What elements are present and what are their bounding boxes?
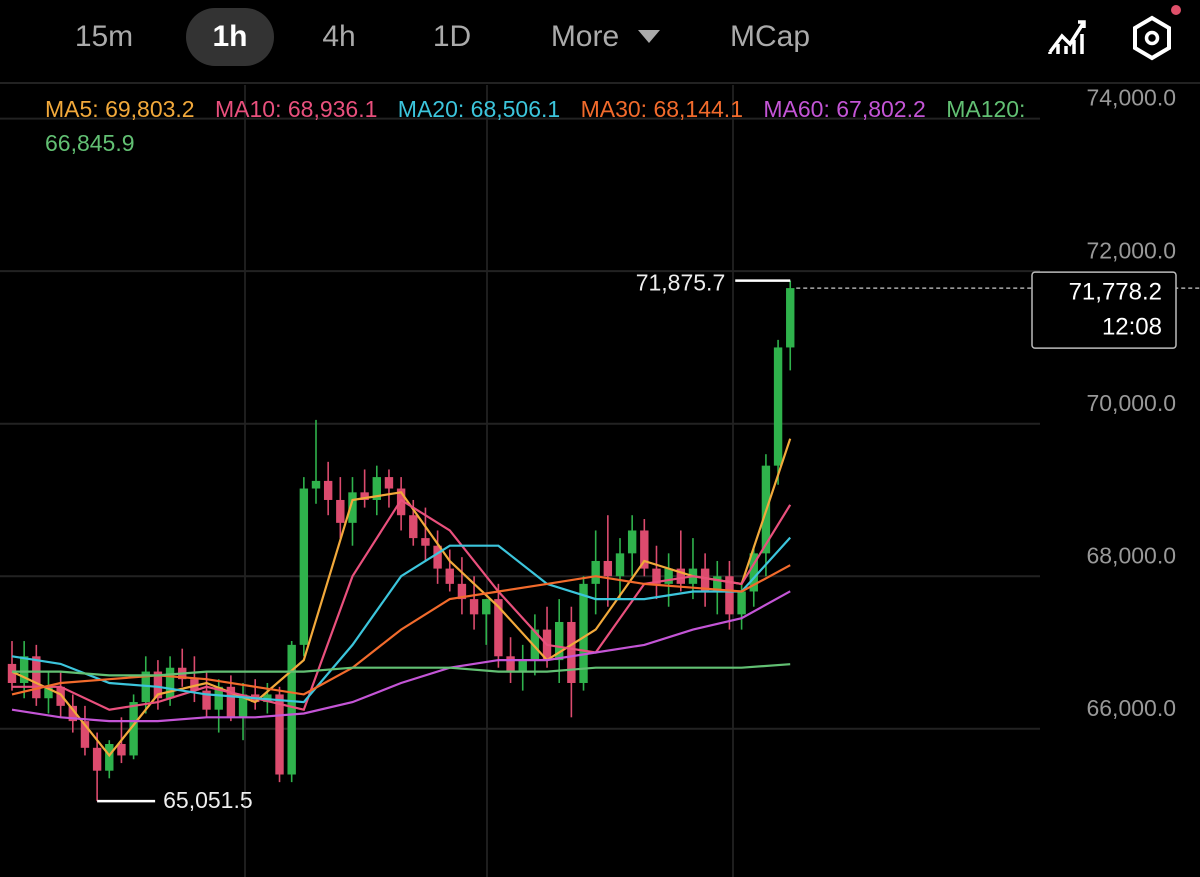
legend-entry: MA30: 68,144.1: [580, 96, 743, 122]
candle-body: [372, 477, 381, 500]
candle-body: [117, 744, 126, 756]
timeframe-tab[interactable]: 1h: [212, 20, 247, 53]
legend-entry: MA10: 68,936.1: [215, 96, 378, 122]
candle-body: [421, 538, 430, 546]
y-tick-label: 74,000.0: [1086, 85, 1176, 111]
candle-body: [360, 492, 369, 500]
ma-line: [11, 536, 792, 704]
settings-icon[interactable]: [1133, 15, 1171, 61]
more-caret[interactable]: [638, 30, 660, 43]
candle-body: [713, 576, 722, 592]
candle-body: [725, 576, 734, 615]
last-price-label: 71,778.2: [1069, 278, 1162, 305]
active-tab-pill: [186, 8, 274, 66]
timeframe-tab[interactable]: MCap: [730, 20, 810, 53]
legend-entry: MA120: 66,845.9: [45, 96, 1026, 156]
candle-body: [32, 656, 41, 699]
candle-body: [700, 568, 710, 592]
candle-body: [640, 530, 649, 569]
candle-body: [652, 568, 661, 584]
notification-dot: [1171, 5, 1181, 15]
candle-body: [287, 644, 296, 775]
candle-body: [311, 480, 321, 489]
legend-entry: MA20: 68,506.1: [397, 96, 561, 122]
candle-body: [384, 477, 394, 489]
candle-body: [627, 530, 637, 554]
candle-body: [409, 515, 418, 539]
legend-entry: MA5: 69,803.2: [45, 96, 195, 122]
settings-icon-center: [1144, 30, 1160, 46]
candle-body: [737, 591, 746, 615]
chart-style-icon[interactable]: [1048, 20, 1086, 54]
candle-body: [615, 553, 625, 577]
last-price-box: [1031, 271, 1177, 349]
candle-body: [238, 694, 248, 718]
candle-countdown: 12:08: [1102, 313, 1162, 340]
candle-body: [749, 553, 758, 592]
candle-body: [348, 492, 357, 523]
candle-body: [433, 545, 442, 569]
candle-body: [518, 660, 527, 672]
candle-body: [457, 583, 467, 600]
candle-body: [153, 671, 163, 699]
ma-legend: MA5: 69,803.2 MA10: 68,936.1 MA20: 68,50…: [45, 92, 1030, 160]
ma-line: [12, 498, 792, 711]
y-tick-label: 68,000.0: [1086, 542, 1176, 568]
timeframe-tab[interactable]: 4h: [322, 20, 355, 53]
ma-line: [11, 564, 791, 696]
candle-body: [494, 599, 503, 657]
candle-body: [336, 499, 345, 523]
candle-body: [44, 686, 53, 699]
candle-body: [56, 686, 65, 706]
candle-body: [530, 629, 540, 661]
candle-body: [275, 694, 284, 775]
candle-body: [105, 744, 114, 771]
timeframe-tab[interactable]: 1D: [433, 20, 471, 53]
candle-body: [773, 347, 783, 466]
candle-body: [165, 667, 175, 699]
ma-line: [11, 590, 791, 723]
candle-body: [555, 621, 564, 661]
candle-body: [506, 656, 515, 672]
candle-body: [299, 488, 309, 645]
candle-body: [664, 568, 673, 584]
candle-body: [80, 721, 90, 748]
candle-body: [202, 690, 211, 710]
candle-body: [7, 663, 17, 683]
candle-body: [214, 686, 223, 710]
candle-body: [579, 583, 588, 683]
ma-line: [12, 663, 791, 677]
candle-body: [603, 560, 613, 577]
legend-entry: MA60: 67,802.2: [763, 96, 926, 122]
candle-body: [591, 560, 600, 584]
high-label: 71,875.7: [636, 270, 726, 296]
y-tick-label: 70,000.0: [1086, 390, 1176, 416]
candle-body: [68, 705, 77, 722]
candle-body: [469, 599, 479, 615]
candle-body: [786, 288, 795, 348]
candle-body: [482, 599, 491, 615]
ma-line: [11, 438, 792, 758]
timeframe-tab[interactable]: 15m: [75, 20, 133, 53]
y-tick-label: 72,000.0: [1086, 237, 1176, 263]
candle-body: [226, 686, 236, 718]
candle-body: [92, 747, 102, 771]
y-tick-label: 66,000.0: [1086, 695, 1176, 721]
low-label: 65,051.5: [163, 787, 253, 813]
candle-body: [19, 656, 29, 683]
candle-body: [676, 568, 685, 584]
timeframe-tab[interactable]: More: [551, 20, 619, 53]
candle-body: [445, 568, 454, 584]
candle-body: [323, 480, 333, 500]
candle-body: [129, 702, 138, 756]
candle-body: [567, 621, 576, 683]
